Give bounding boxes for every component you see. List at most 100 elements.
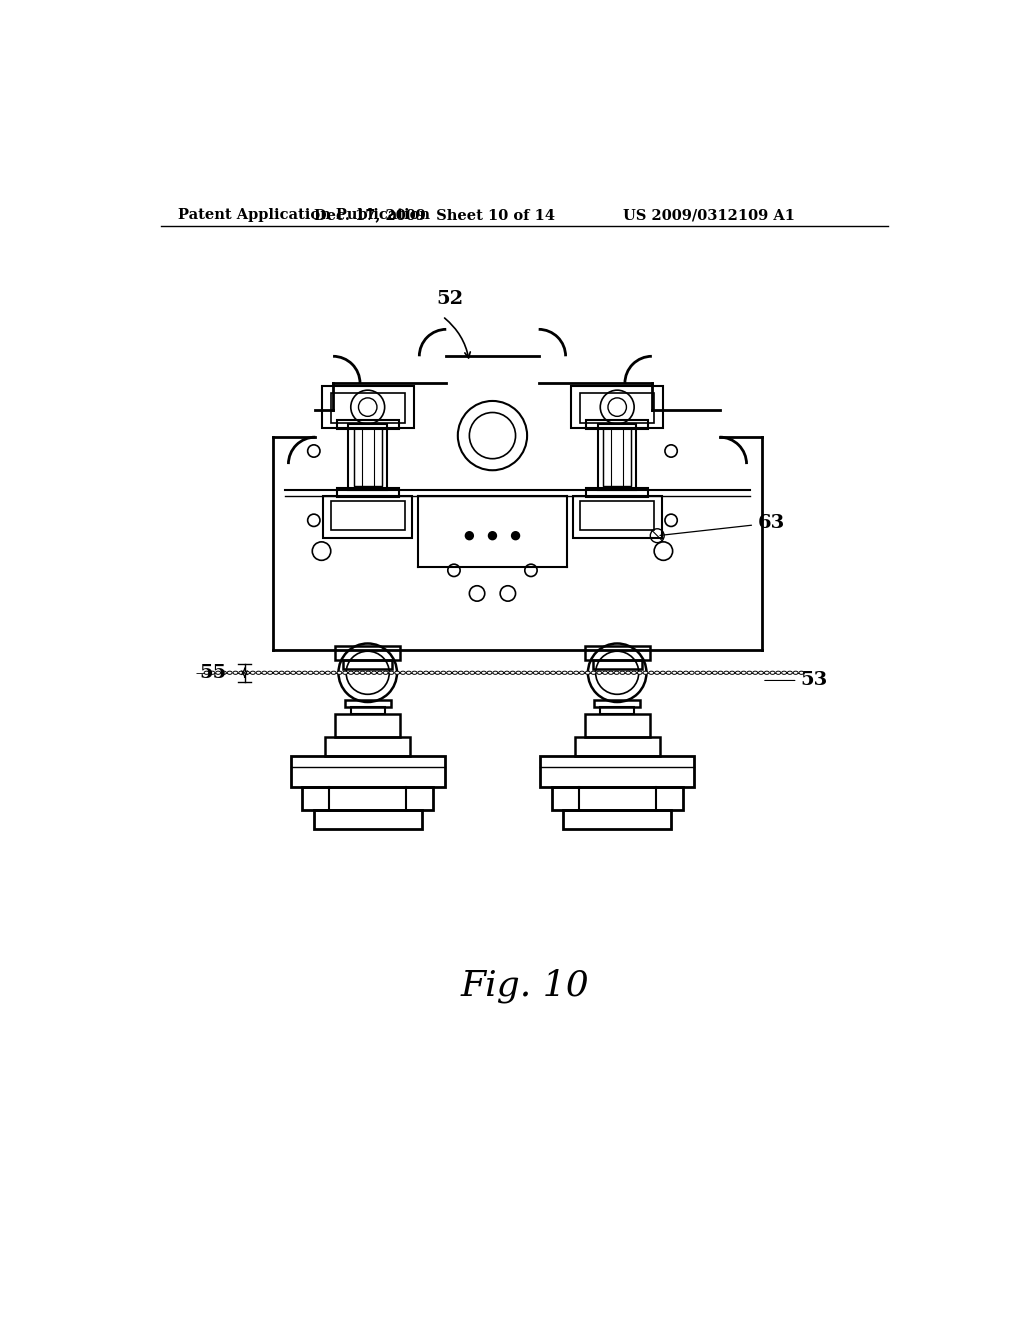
Bar bbox=[345, 700, 391, 708]
Bar bbox=[600, 708, 634, 714]
Ellipse shape bbox=[545, 671, 550, 675]
Ellipse shape bbox=[602, 671, 607, 675]
Ellipse shape bbox=[718, 671, 723, 675]
Bar bbox=[291, 756, 444, 787]
Ellipse shape bbox=[424, 671, 428, 675]
Ellipse shape bbox=[730, 671, 734, 675]
Circle shape bbox=[488, 532, 497, 540]
Ellipse shape bbox=[337, 671, 342, 675]
Ellipse shape bbox=[441, 671, 445, 675]
Ellipse shape bbox=[689, 671, 694, 675]
Bar bbox=[322, 385, 414, 428]
Ellipse shape bbox=[510, 671, 515, 675]
Text: Dec. 17, 2009  Sheet 10 of 14: Dec. 17, 2009 Sheet 10 of 14 bbox=[314, 209, 555, 222]
Ellipse shape bbox=[378, 671, 382, 675]
Ellipse shape bbox=[221, 671, 226, 675]
Ellipse shape bbox=[285, 671, 290, 675]
Bar bbox=[587, 488, 648, 498]
Bar bbox=[336, 714, 400, 737]
Ellipse shape bbox=[407, 671, 412, 675]
Ellipse shape bbox=[227, 671, 232, 675]
Bar bbox=[581, 393, 654, 422]
Bar bbox=[323, 495, 413, 539]
Bar bbox=[541, 756, 694, 787]
Bar bbox=[581, 502, 654, 531]
Ellipse shape bbox=[216, 671, 220, 675]
Ellipse shape bbox=[551, 671, 556, 675]
Ellipse shape bbox=[250, 671, 255, 675]
Ellipse shape bbox=[683, 671, 688, 675]
Bar bbox=[337, 488, 398, 498]
Ellipse shape bbox=[534, 671, 539, 675]
Bar bbox=[587, 420, 648, 429]
Ellipse shape bbox=[366, 671, 371, 675]
Ellipse shape bbox=[464, 671, 469, 675]
Ellipse shape bbox=[470, 671, 475, 675]
Bar bbox=[571, 385, 664, 428]
Ellipse shape bbox=[505, 671, 509, 675]
Ellipse shape bbox=[412, 671, 417, 675]
Ellipse shape bbox=[297, 671, 301, 675]
Bar bbox=[336, 645, 400, 660]
Ellipse shape bbox=[643, 671, 648, 675]
Ellipse shape bbox=[453, 671, 458, 675]
Ellipse shape bbox=[620, 671, 625, 675]
Bar bbox=[598, 424, 637, 490]
Bar bbox=[593, 660, 642, 669]
Ellipse shape bbox=[343, 671, 348, 675]
Bar bbox=[572, 495, 662, 539]
Ellipse shape bbox=[302, 671, 307, 675]
Ellipse shape bbox=[660, 671, 666, 675]
Bar bbox=[337, 420, 398, 429]
Bar bbox=[563, 810, 671, 829]
Ellipse shape bbox=[568, 671, 572, 675]
Text: US 2009/0312109 A1: US 2009/0312109 A1 bbox=[624, 209, 796, 222]
Ellipse shape bbox=[724, 671, 729, 675]
Ellipse shape bbox=[781, 671, 786, 675]
Ellipse shape bbox=[487, 671, 492, 675]
Ellipse shape bbox=[539, 671, 544, 675]
Bar bbox=[585, 714, 649, 737]
Text: 53: 53 bbox=[765, 672, 827, 689]
Ellipse shape bbox=[262, 671, 267, 675]
Ellipse shape bbox=[608, 671, 613, 675]
Bar bbox=[594, 700, 640, 708]
Ellipse shape bbox=[459, 671, 463, 675]
Bar bbox=[552, 787, 683, 810]
Ellipse shape bbox=[700, 671, 706, 675]
Ellipse shape bbox=[354, 671, 359, 675]
Ellipse shape bbox=[597, 671, 602, 675]
Ellipse shape bbox=[672, 671, 677, 675]
Ellipse shape bbox=[678, 671, 683, 675]
Ellipse shape bbox=[753, 671, 758, 675]
Ellipse shape bbox=[649, 671, 653, 675]
Ellipse shape bbox=[429, 671, 434, 675]
Bar bbox=[354, 428, 382, 486]
Ellipse shape bbox=[562, 671, 567, 675]
Ellipse shape bbox=[418, 671, 423, 675]
Text: 63: 63 bbox=[758, 513, 785, 532]
Ellipse shape bbox=[319, 671, 325, 675]
Ellipse shape bbox=[204, 671, 209, 675]
Ellipse shape bbox=[626, 671, 631, 675]
Ellipse shape bbox=[360, 671, 365, 675]
Bar bbox=[348, 424, 387, 490]
Ellipse shape bbox=[516, 671, 521, 675]
Ellipse shape bbox=[637, 671, 642, 675]
Ellipse shape bbox=[400, 671, 406, 675]
Ellipse shape bbox=[326, 671, 331, 675]
Ellipse shape bbox=[787, 671, 793, 675]
Bar bbox=[343, 660, 392, 669]
Ellipse shape bbox=[586, 671, 590, 675]
Ellipse shape bbox=[499, 671, 504, 675]
Ellipse shape bbox=[331, 671, 336, 675]
Ellipse shape bbox=[695, 671, 700, 675]
Ellipse shape bbox=[446, 671, 452, 675]
Ellipse shape bbox=[654, 671, 659, 675]
Ellipse shape bbox=[314, 671, 318, 675]
Text: Fig. 10: Fig. 10 bbox=[461, 969, 589, 1003]
Bar bbox=[326, 737, 410, 756]
Ellipse shape bbox=[233, 671, 238, 675]
Ellipse shape bbox=[372, 671, 377, 675]
Ellipse shape bbox=[394, 671, 399, 675]
